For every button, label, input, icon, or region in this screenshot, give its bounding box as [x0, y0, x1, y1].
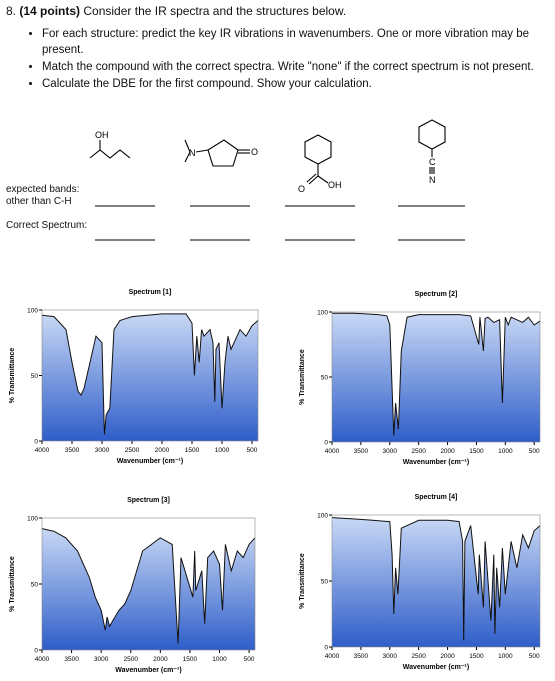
y-tick-label: 50 — [31, 373, 39, 380]
y-tick-label: 100 — [27, 516, 38, 523]
y-tick-label: 50 — [321, 579, 329, 586]
x-axis-label: Wavenumber (cm⁻¹) — [403, 664, 469, 671]
x-tick-label: 3000 — [95, 447, 110, 454]
x-tick-label: 500 — [529, 653, 540, 660]
x-tick-label: 4000 — [325, 653, 340, 660]
question-text: Consider the IR spectra and the structur… — [83, 4, 347, 18]
instruction: Calculate the DBE for the first compound… — [42, 76, 552, 92]
x-tick-label: 1000 — [498, 653, 513, 660]
x-tick-label: 1500 — [469, 653, 484, 660]
answer-lines — [95, 205, 465, 241]
atom-label: OH — [95, 130, 109, 140]
atom-label: OH — [328, 180, 342, 190]
x-tick-label: 3000 — [94, 656, 109, 663]
x-tick-label: 3500 — [64, 656, 79, 663]
y-tick-label: 0 — [324, 440, 328, 447]
x-axis-label: Wavenumber (cm⁻¹) — [403, 459, 469, 466]
x-tick-label: 4000 — [35, 447, 50, 454]
correct-label: Correct Spectrum: — [6, 220, 88, 231]
y-tick-label: 50 — [31, 582, 39, 589]
instruction: Match the compound with the correct spec… — [42, 59, 552, 75]
y-tick-label: 100 — [317, 513, 328, 520]
x-tick-label: 2500 — [411, 448, 426, 455]
other-label: other than C-H — [6, 196, 72, 207]
question: 8. (14 points) Consider the IR spectra a… — [6, 4, 346, 18]
y-axis-label: % Transmittance — [299, 553, 306, 609]
y-axis-label: % Transmittance — [299, 349, 306, 405]
chart-title: Spectrum [2] — [415, 291, 458, 298]
x-tick-label: 1000 — [212, 656, 227, 663]
atom-label: N — [429, 175, 436, 185]
spectrum-area — [42, 528, 255, 650]
y-tick-label: 0 — [34, 439, 38, 446]
y-axis-label: % Transmittance — [9, 556, 16, 612]
instructions: For each structure: predict the key IR v… — [22, 26, 552, 93]
spectrum-line — [332, 312, 541, 436]
x-tick-label: 2500 — [124, 656, 139, 663]
x-axis-label: Wavenumber (cm⁻¹) — [115, 667, 181, 674]
expected-label: expected bands: — [6, 184, 80, 195]
x-tick-label: 4000 — [35, 656, 50, 663]
x-tick-label: 3500 — [354, 448, 369, 455]
x-tick-label: 1000 — [215, 447, 230, 454]
x-tick-label: 3000 — [383, 448, 398, 455]
spectrum-area — [332, 517, 540, 647]
x-tick-label: 500 — [244, 656, 255, 663]
x-tick-label: 500 — [247, 447, 258, 454]
chart-title: Spectrum [4] — [415, 494, 458, 501]
y-axis-label: % Transmittance — [9, 348, 16, 404]
x-tick-label: 2000 — [440, 448, 455, 455]
x-tick-label: 500 — [529, 448, 540, 455]
x-tick-label: 3500 — [65, 447, 80, 454]
chart-title: Spectrum [1] — [129, 289, 172, 296]
spectrum-area — [332, 313, 540, 442]
y-tick-label: 100 — [317, 310, 328, 317]
atom-label: O — [298, 184, 305, 194]
y-tick-label: 100 — [27, 308, 38, 315]
x-tick-label: 1500 — [469, 448, 484, 455]
x-tick-label: 3000 — [383, 653, 398, 660]
x-tick-label: 2000 — [155, 447, 170, 454]
y-tick-label: 0 — [34, 648, 38, 655]
x-tick-label: 2500 — [411, 653, 426, 660]
x-tick-label: 1500 — [183, 656, 198, 663]
spectrum-area — [42, 313, 258, 441]
x-tick-label: 2000 — [440, 653, 455, 660]
atom-label: O — [251, 147, 258, 157]
x-tick-label: 4000 — [325, 448, 340, 455]
x-tick-label: 1000 — [498, 448, 513, 455]
chart-title: Spectrum [3] — [127, 497, 170, 504]
spectrum-line — [331, 517, 541, 641]
x-tick-label: 2500 — [125, 447, 140, 454]
spectrum-line — [41, 313, 259, 435]
question-points: (14 points) — [19, 4, 81, 18]
y-tick-label: 50 — [321, 375, 329, 382]
x-tick-label: 3500 — [354, 653, 369, 660]
atom-label: N — [189, 148, 196, 158]
instruction: For each structure: predict the key IR v… — [42, 26, 552, 58]
atom-label: C — [429, 157, 436, 167]
structure-labels: OH N O O OH C N — [95, 130, 436, 194]
x-tick-label: 1500 — [185, 447, 200, 454]
spectrum-line — [41, 528, 256, 644]
x-axis-label: Wavenumber (cm⁻¹) — [117, 458, 183, 465]
x-tick-label: 2000 — [153, 656, 168, 663]
structures — [89, 119, 446, 185]
y-tick-label: 0 — [324, 645, 328, 652]
question-number: 8. — [6, 4, 17, 18]
